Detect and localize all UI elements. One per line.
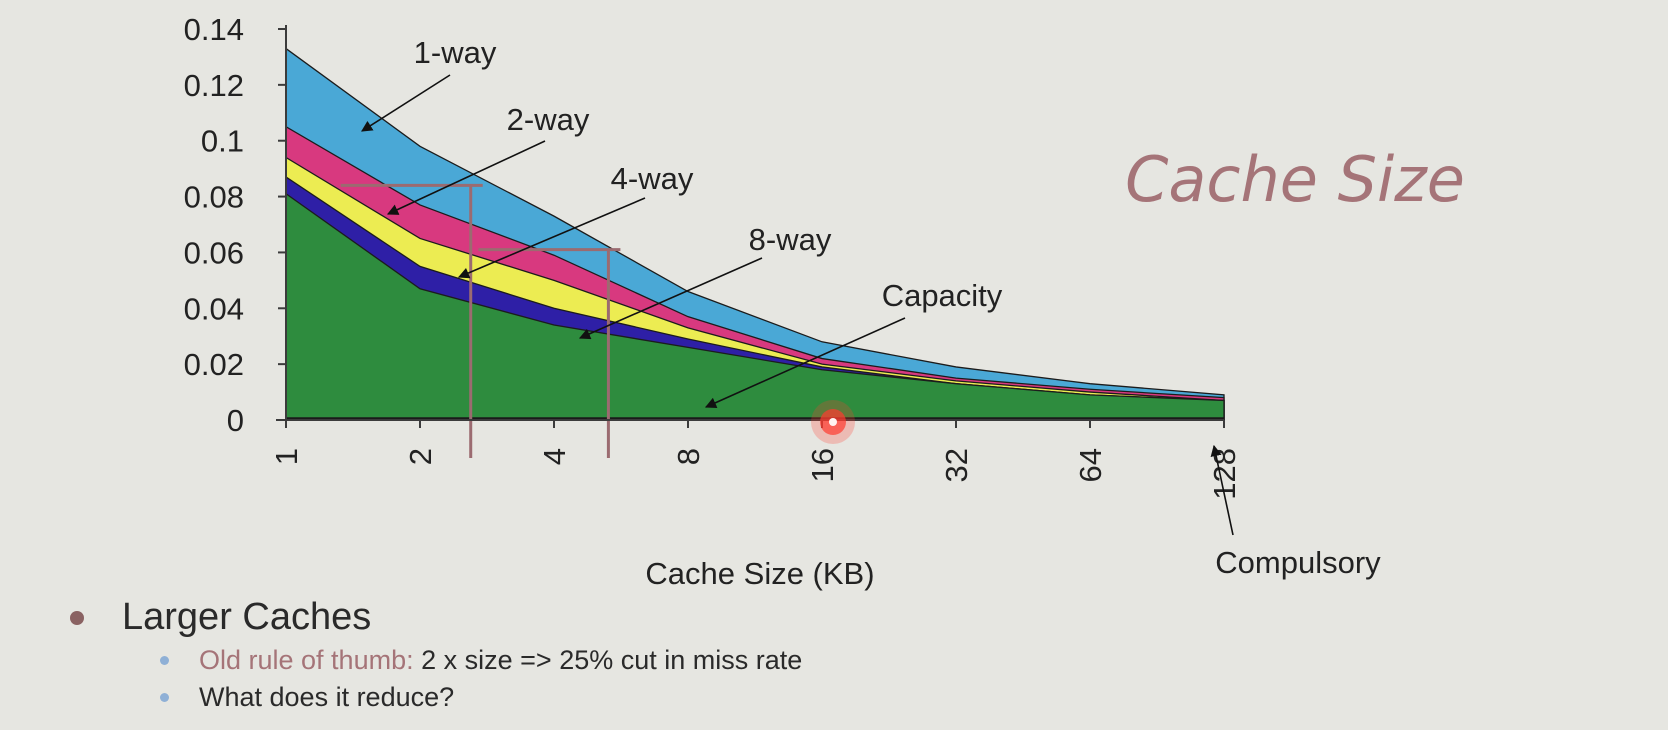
sub-bullet-dot xyxy=(160,656,169,665)
arrow-1-way xyxy=(361,74,451,132)
label-8-way: 8-way xyxy=(749,222,832,257)
y-tick-label: 0.14 xyxy=(184,12,244,47)
label-1-way: 1-way xyxy=(414,35,497,70)
rule-of-thumb-label: Old rule of thumb: xyxy=(199,645,414,675)
x-tick-label: 4 xyxy=(537,448,572,465)
y-tick-label: 0.04 xyxy=(184,291,244,326)
arrow-8-way xyxy=(578,257,763,340)
y-tick-label: 0.02 xyxy=(184,347,244,382)
x-tick-label: 16 xyxy=(805,448,840,482)
guide-lines xyxy=(340,183,621,458)
y-tick-label: 0 xyxy=(227,403,244,438)
y-tick-label: 0.06 xyxy=(184,235,244,270)
label-4-way: 4-way xyxy=(611,161,694,196)
y-tick-label: 0.08 xyxy=(184,180,244,215)
y-tick-label: 0.1 xyxy=(201,124,244,159)
area-capacity xyxy=(285,192,1225,421)
laser-pointer xyxy=(811,400,855,444)
x-tick-label: 64 xyxy=(1073,448,1108,482)
arrow-4-way xyxy=(457,197,646,279)
label-capacity: Capacity xyxy=(882,278,1003,313)
label-compulsory: Compulsory xyxy=(1215,545,1381,580)
arrow-compulsory xyxy=(1210,444,1234,536)
question-text: What does it reduce? xyxy=(199,682,455,712)
x-tick-label: 2 xyxy=(403,448,438,465)
y-tick-label: 0.12 xyxy=(184,68,244,103)
y-tick-labels: 0 0.02 0.04 0.06 0.08 0.1 0.12 0.14 xyxy=(184,12,286,438)
x-tick-label: 1 xyxy=(269,448,304,465)
bullet-list: Larger Caches Old rule of thumb: 2 x siz… xyxy=(70,596,802,713)
sub-bullet-rule: Old rule of thumb: 2 x size => 25% cut i… xyxy=(160,645,802,676)
x-axis-label: Cache Size (KB) xyxy=(645,556,874,591)
label-2-way: 2-way xyxy=(507,102,590,137)
series-labels: 1-way 2-way 4-way 8-way Capacity Compulsory xyxy=(361,35,1381,580)
x-tick-labels: 1 2 4 8 16 32 64 128 xyxy=(269,420,1242,500)
sub-bullet-dot xyxy=(160,693,169,702)
x-tick-label: 32 xyxy=(939,448,974,482)
slide-title: Cache Size xyxy=(1125,143,1465,216)
bullet-dot xyxy=(70,610,84,625)
rule-of-thumb-text: 2 x size => 25% cut in miss rate xyxy=(421,645,803,675)
bullet-larger-caches: Larger Caches xyxy=(70,596,802,639)
x-tick-label: 8 xyxy=(671,448,706,465)
arrow-capacity xyxy=(704,317,906,408)
bullet-text: Larger Caches xyxy=(122,596,372,638)
arrow-2-way xyxy=(386,140,546,215)
axes xyxy=(276,25,1224,421)
area-layers xyxy=(285,47,1225,421)
sub-bullet-question: What does it reduce? xyxy=(160,682,802,713)
